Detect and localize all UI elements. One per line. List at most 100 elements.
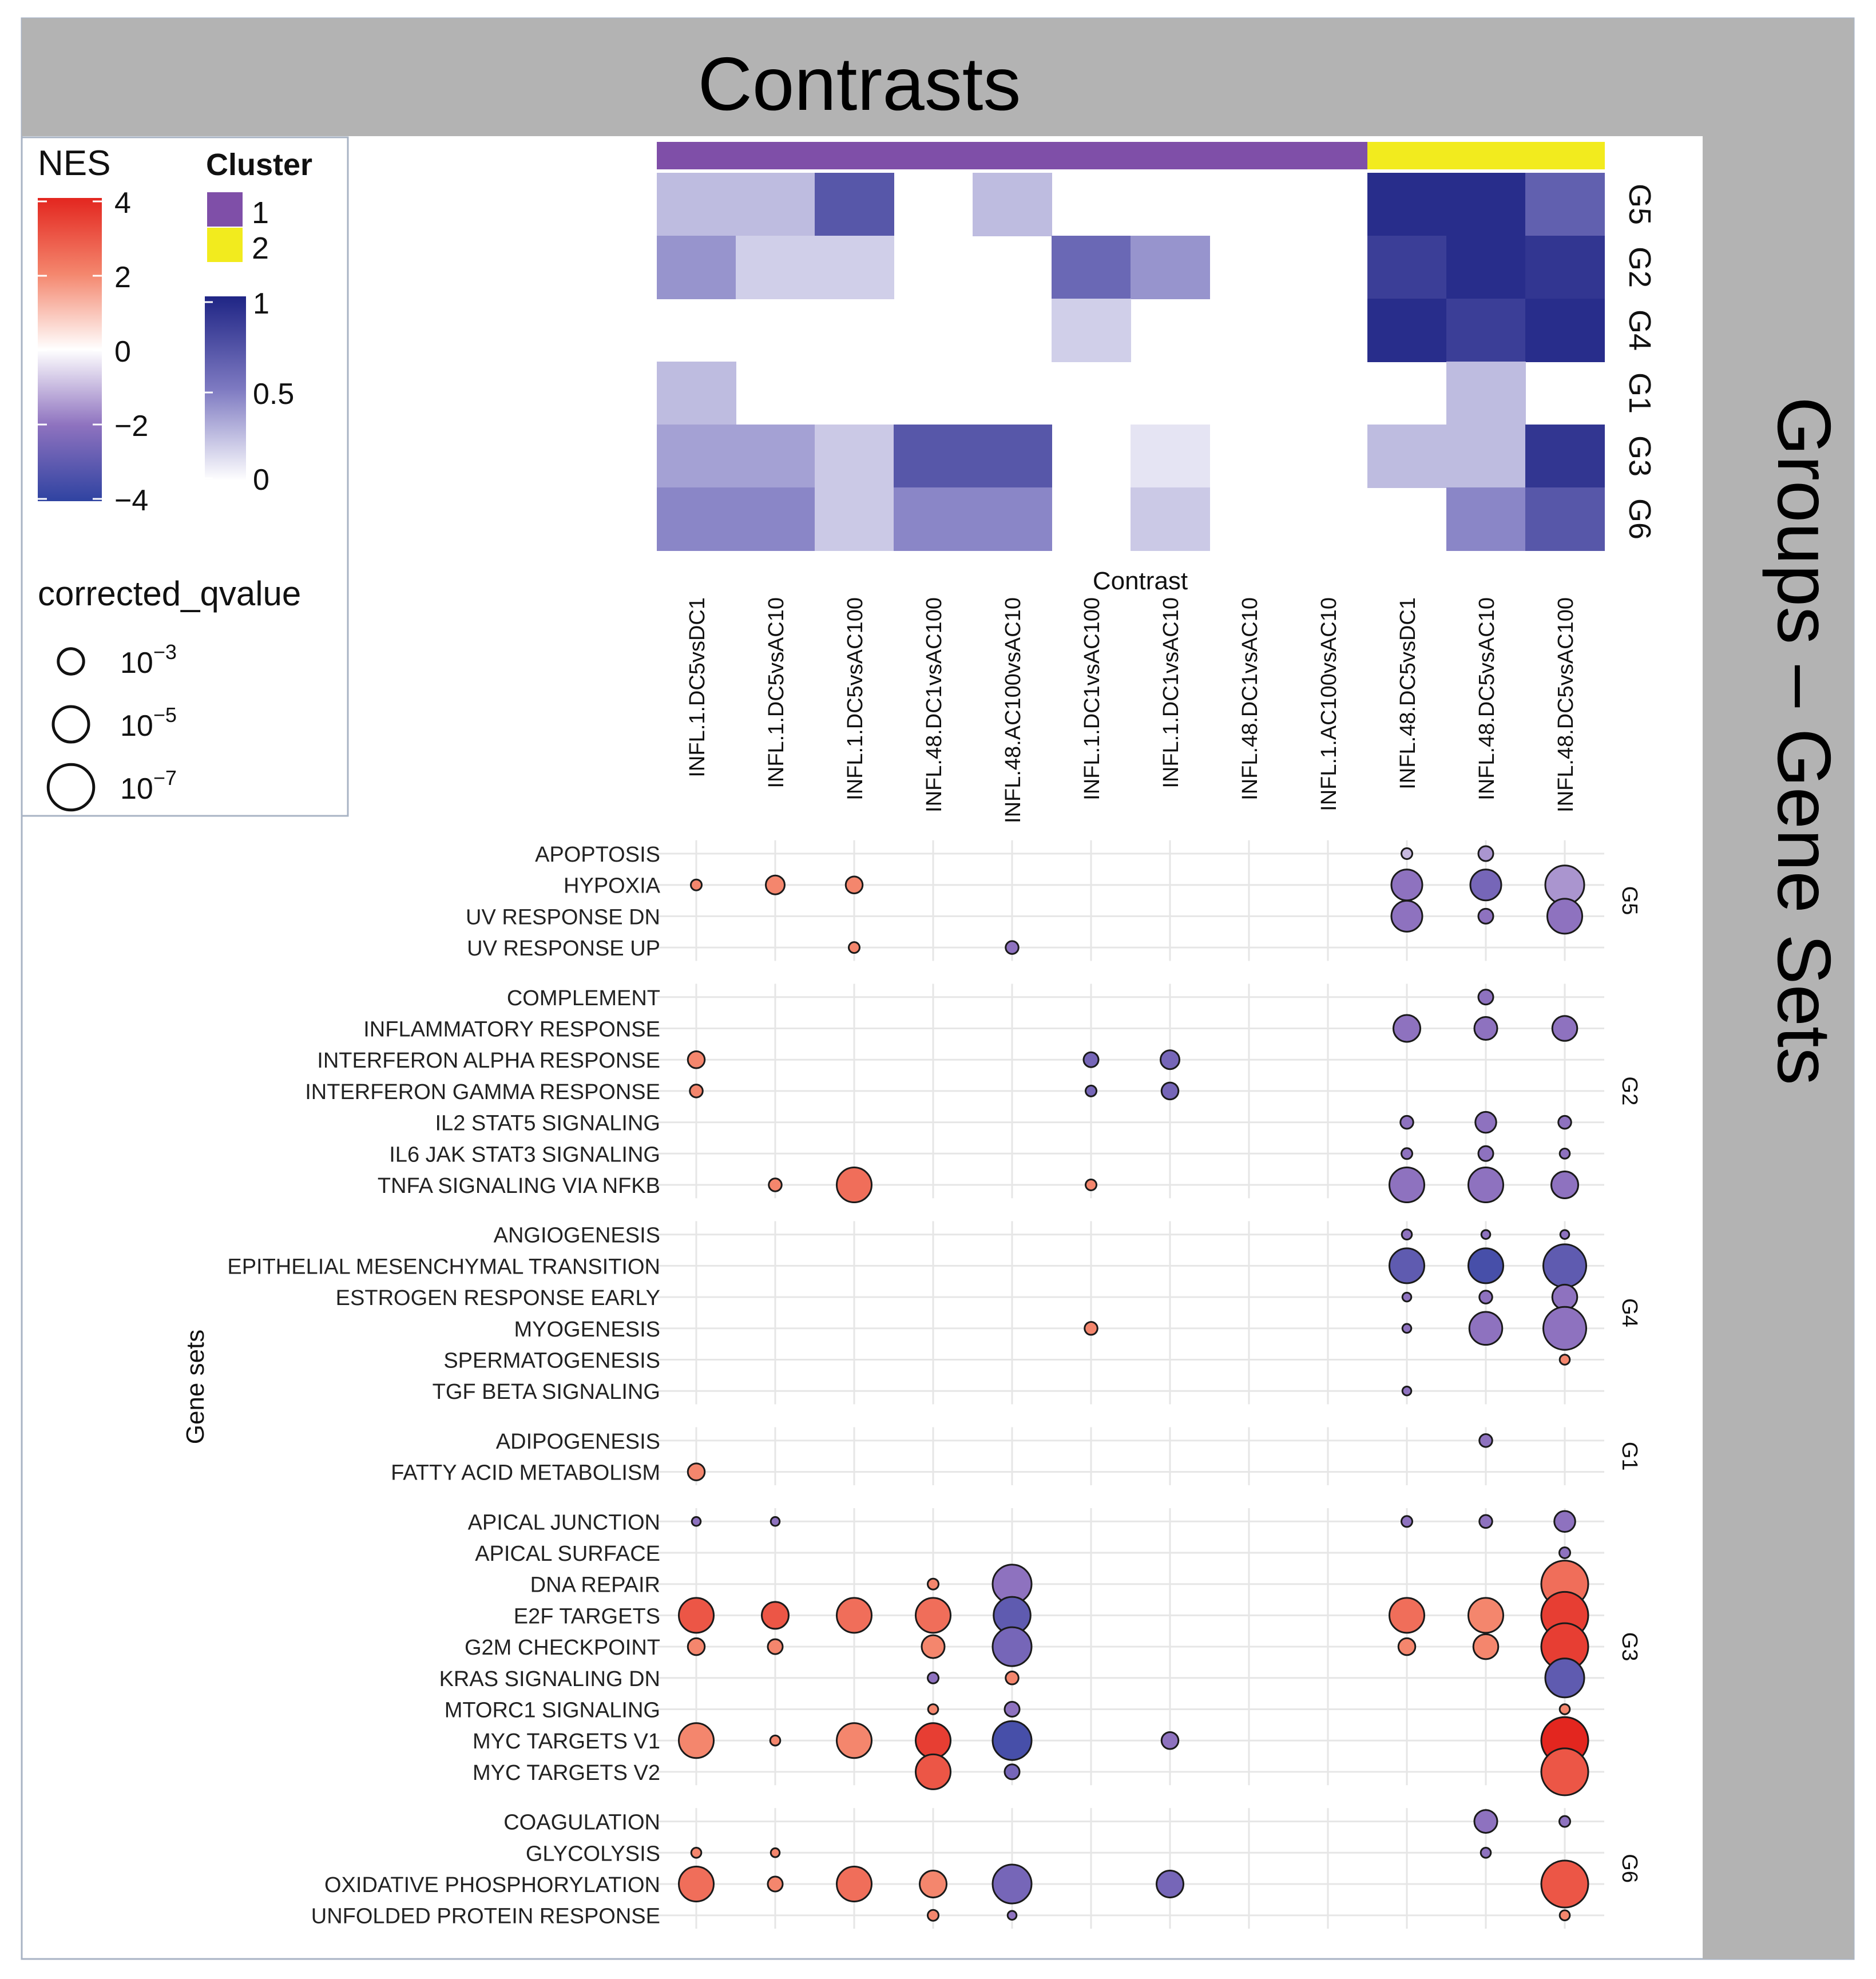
cluster-bar-cell — [894, 142, 973, 169]
cluster-bar-cell — [1131, 142, 1210, 169]
enrichment-dot — [1160, 1081, 1180, 1101]
gene-set-label: E2F TARGETS — [514, 1604, 660, 1628]
gene-set-label: UV RESPONSE UP — [467, 937, 660, 961]
contrast-label: INFL.48.DC1vsAC10 — [1238, 597, 1262, 800]
gene-set-label: APOPTOSIS — [535, 843, 660, 867]
enrichment-dot — [844, 875, 864, 894]
enrichment-dot — [1558, 1354, 1571, 1366]
legend: NES 420−2−4 Cluster 1 2 10.50 corrected_… — [38, 144, 312, 812]
facet-group-label: G5 — [1617, 886, 1641, 915]
gene-set-label: APICAL SURFACE — [475, 1542, 660, 1566]
enrichment-dot — [991, 1626, 1033, 1667]
x-axis-title: Contrast — [1093, 567, 1188, 595]
contrast-label: INFL.48.DC5vsDC1 — [1396, 597, 1420, 790]
enrichment-dot — [1160, 1049, 1180, 1070]
heatmap-cell — [736, 173, 815, 236]
qvalue-tick-label: 1 — [253, 287, 269, 320]
cluster-2-label: 2 — [252, 231, 269, 265]
gene-set-label: ESTROGEN RESPONSE EARLY — [336, 1286, 660, 1310]
gene-set-label: EPITHELIAL MESENCHYMAL TRANSITION — [227, 1255, 660, 1279]
gene-set-label: INTERFERON GAMMA RESPONSE — [305, 1080, 660, 1104]
heatmap-cell — [815, 425, 894, 488]
cluster-1-swatch — [207, 192, 243, 227]
enrichment-dot — [687, 1637, 706, 1656]
cluster-bar-cell — [1052, 142, 1131, 169]
qvalue-colorbar — [205, 296, 246, 481]
enrichment-dot — [1389, 1597, 1425, 1634]
heatmap-cell — [1367, 236, 1447, 299]
heatmap-cell — [1052, 236, 1131, 299]
enrichment-dot — [1390, 868, 1423, 902]
dot-plot: APOPTOSIS HYPOXIA UV RESPONSE DN UV RESPONS… — [227, 840, 1641, 1929]
facet-panel — [657, 840, 1604, 961]
enrichment-dot — [1468, 1311, 1504, 1346]
facet-group-label: G2 — [1617, 1077, 1641, 1106]
heatmap-cell — [973, 425, 1052, 488]
heatmap-cell — [1367, 425, 1447, 488]
enrichment-dot — [1477, 845, 1494, 862]
enrichment-dot — [836, 1866, 872, 1902]
gene-set-label: MYOGENESIS — [514, 1318, 661, 1342]
gene-set-label: IL2 STAT5 SIGNALING — [435, 1112, 661, 1136]
enrichment-dot — [915, 1597, 951, 1634]
enrichment-dot — [1477, 1145, 1494, 1162]
gene-set-label: MTORC1 SIGNALING — [445, 1699, 660, 1723]
gene-set-label: ADIPOGENESIS — [496, 1430, 660, 1454]
enrichment-dot — [1390, 899, 1423, 933]
heatmap-cell — [1446, 299, 1526, 362]
enrichment-dot — [927, 1909, 939, 1922]
enrichment-dot — [1542, 1243, 1587, 1288]
heatmap-cell — [1446, 173, 1526, 236]
enrichment-dot — [1082, 1051, 1100, 1068]
heatmap-cell — [736, 425, 815, 488]
enrichment-dot — [1472, 1633, 1500, 1660]
gene-set-label: UV RESPONSE DN — [466, 905, 660, 929]
gene-set-label: KRAS SIGNALING DN — [439, 1667, 660, 1691]
enrichment-dot — [1468, 1247, 1504, 1284]
heatmap-cell — [1446, 425, 1526, 488]
gene-set-label: OXIDATIVE PHOSPHORYLATION — [324, 1873, 660, 1897]
contrast-label: INFL.1.AC100vsAC10 — [1317, 597, 1341, 811]
cluster-bar-cell — [1525, 142, 1605, 169]
heatmap: G5 G2 G4 G1 G3 G6 — [657, 173, 1657, 551]
gene-set-label: MYC TARGETS V1 — [473, 1730, 660, 1754]
enrichment-dot — [1085, 1084, 1097, 1097]
qvalue-legend-title: corrected_qvalue — [38, 574, 301, 613]
enrichment-dot — [690, 878, 703, 891]
heatmap-cell — [1052, 299, 1131, 362]
gene-set-label: ANGIOGENESIS — [494, 1224, 660, 1248]
facet-group-label: G6 — [1617, 1854, 1641, 1883]
nes-ticks: 4 2 0 −2 −4 — [38, 187, 148, 517]
enrichment-dot — [1084, 1321, 1098, 1336]
heatmap-cell — [1446, 362, 1526, 425]
enrichment-dot — [991, 1720, 1033, 1761]
cluster-bar-cell — [973, 142, 1052, 169]
enrichment-dot — [1478, 1290, 1493, 1304]
heatmap-cell — [1525, 425, 1605, 488]
enrichment-dot — [761, 1601, 790, 1630]
heatmap-cell — [1131, 487, 1210, 551]
heatmap-cell — [736, 487, 815, 551]
cluster-legend-title: Cluster — [206, 148, 312, 182]
nes-tick-label: −2 — [114, 410, 148, 443]
heatmap-cell — [973, 487, 1052, 551]
cluster-bar-cell — [1367, 142, 1447, 169]
gene-set-label: COAGULATION — [503, 1811, 660, 1835]
contrast-label: INFL.1.DC5vsAC10 — [764, 597, 788, 788]
enrichment-dot — [769, 1734, 782, 1747]
enrichment-dot — [768, 1177, 783, 1192]
enrichment-dot — [1478, 1514, 1493, 1529]
enrichment-dot — [927, 1703, 939, 1715]
enrichment-dot — [836, 1167, 872, 1203]
gene-set-label: SPERMATOGENESIS — [443, 1349, 660, 1373]
right-strip — [1703, 18, 1854, 1959]
enrichment-dot — [1389, 1247, 1425, 1284]
enrichment-dot — [1477, 989, 1494, 1006]
heatmap-cell — [1367, 173, 1447, 236]
enrichment-dot — [1004, 1763, 1021, 1780]
gene-set-label: INTERFERON ALPHA RESPONSE — [317, 1049, 660, 1073]
gene-set-label: INFLAMMATORY RESPONSE — [363, 1018, 660, 1042]
enrichment-dot — [1544, 1657, 1585, 1699]
chart-title: Contrasts — [698, 42, 1021, 126]
enrichment-dot — [1557, 1115, 1572, 1130]
